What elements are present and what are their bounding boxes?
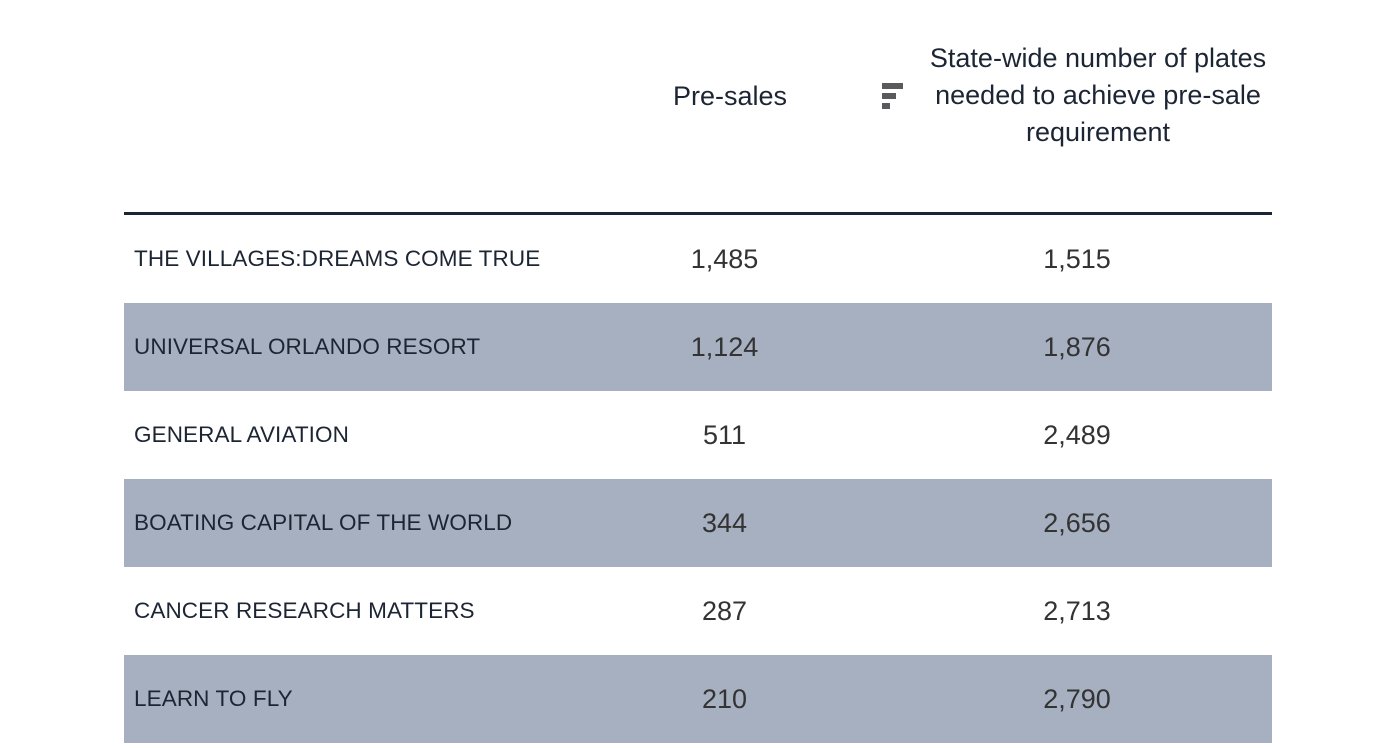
- table-header: Pre-sales State-wide number of plates ne…: [124, 0, 1272, 215]
- cell-plate-name: BOATING CAPITAL OF THE WORLD: [124, 479, 582, 567]
- cell-plate-name: UNIVERSAL ORLANDO RESORT: [124, 303, 582, 391]
- plate-presales-table: Pre-sales State-wide number of plates ne…: [124, 0, 1272, 743]
- cell-presales: 210: [582, 655, 878, 743]
- cell-plate-name: CANCER RESEARCH MATTERS: [124, 567, 582, 655]
- table-row[interactable]: BOATING CAPITAL OF THE WORLD 344 2,656: [124, 479, 1272, 567]
- cell-plates-needed: 1,515: [878, 215, 1272, 303]
- cell-presales: 1,124: [582, 303, 878, 391]
- cell-plates-needed: 2,656: [878, 479, 1272, 567]
- cell-presales: 511: [582, 391, 878, 479]
- column-header-name: [124, 0, 582, 212]
- cell-plates-needed: 2,489: [878, 391, 1272, 479]
- column-header-presales-label: Pre-sales: [672, 81, 788, 111]
- column-header-plates-needed-label: State-wide number of plates needed to ac…: [929, 43, 1267, 147]
- table-row[interactable]: GENERAL AVIATION 511 2,489: [124, 391, 1272, 479]
- table-container: Pre-sales State-wide number of plates ne…: [124, 0, 1272, 743]
- header-rule: [124, 212, 1272, 215]
- cell-presales: 1,485: [582, 215, 878, 303]
- cell-presales: 344: [582, 479, 878, 567]
- table-row[interactable]: UNIVERSAL ORLANDO RESORT 1,124 1,876: [124, 303, 1272, 391]
- cell-plate-name: GENERAL AVIATION: [124, 391, 582, 479]
- header-row: Pre-sales State-wide number of plates ne…: [124, 0, 1272, 212]
- table-row[interactable]: LEARN TO FLY 210 2,790: [124, 655, 1272, 743]
- column-header-plates-needed[interactable]: State-wide number of plates needed to ac…: [878, 0, 1272, 212]
- cell-plates-needed: 2,713: [878, 567, 1272, 655]
- sort-descending-icon[interactable]: [882, 83, 903, 113]
- cell-plates-needed: 1,876: [878, 303, 1272, 391]
- cell-plate-name: LEARN TO FLY: [124, 655, 582, 743]
- cell-plate-name: THE VILLAGES:DREAMS COME TRUE: [124, 215, 582, 303]
- table-row[interactable]: CANCER RESEARCH MATTERS 287 2,713: [124, 567, 1272, 655]
- header-divider: [124, 212, 1272, 215]
- table-row[interactable]: THE VILLAGES:DREAMS COME TRUE 1,485 1,51…: [124, 215, 1272, 303]
- table-body: THE VILLAGES:DREAMS COME TRUE 1,485 1,51…: [124, 215, 1272, 743]
- column-header-presales[interactable]: Pre-sales: [582, 0, 878, 212]
- cell-plates-needed: 2,790: [878, 655, 1272, 743]
- cell-presales: 287: [582, 567, 878, 655]
